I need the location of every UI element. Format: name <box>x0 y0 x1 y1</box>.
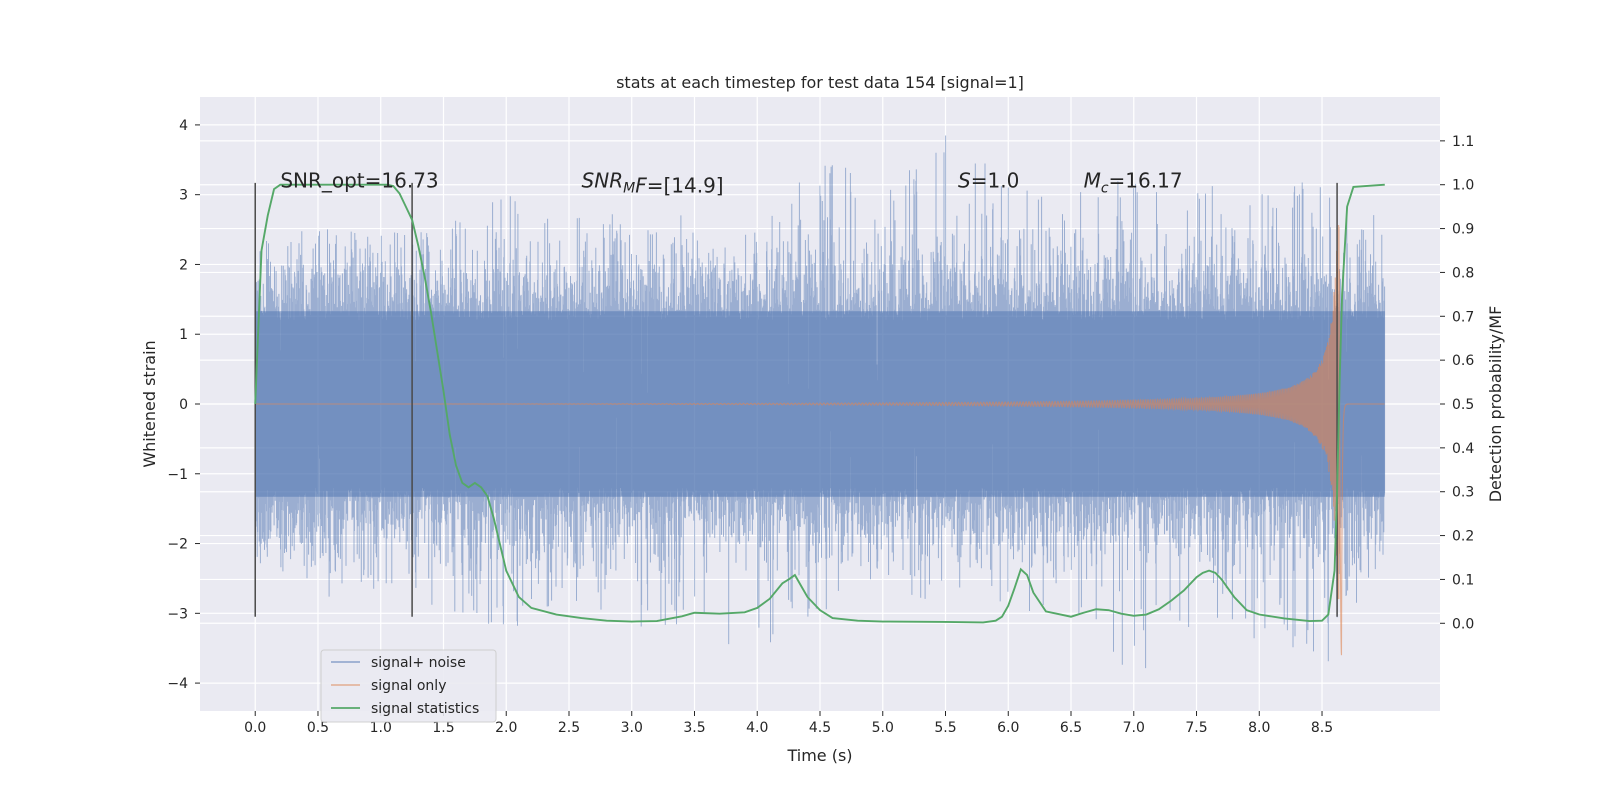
x-tick-label: 3.0 <box>621 720 643 736</box>
y-axis-right-label: Detection probability/MF <box>1486 306 1505 503</box>
y-right-tick-label: 0.1 <box>1452 572 1474 588</box>
x-tick-label: 5.0 <box>872 720 894 736</box>
annotation-main: M <box>1084 169 1101 193</box>
x-tick-label: 0.0 <box>244 720 266 736</box>
legend-label-signal-only: signal only <box>371 678 446 694</box>
x-tick-label: 3.5 <box>683 720 705 736</box>
x-tick-label: 6.0 <box>997 720 1019 736</box>
x-axis-label: Time (s) <box>786 746 852 765</box>
x-tick-label: 6.5 <box>1060 720 1082 736</box>
y-axis-left-label: Whitened strain <box>140 340 159 467</box>
x-tick-label: 7.0 <box>1123 720 1145 736</box>
y-left-tick-label: −1 <box>167 467 188 483</box>
y-right-tick-label: 0.6 <box>1452 353 1474 369</box>
annotation-text: SNRMF=[14.9] <box>582 169 724 198</box>
annotations: SNR_opt=16.73 SNRMF=[14.9] S=1.0 Mc=16.17 <box>280 169 1182 198</box>
y-axis-left-ticks: −4 −3 −2 −1 0 1 2 3 4 <box>167 118 200 692</box>
y-left-tick-label: −3 <box>167 606 188 622</box>
y-right-tick-label: 0.9 <box>1452 222 1474 238</box>
legend-box <box>320 649 497 723</box>
annotation-text: SNR_opt=16.73 <box>280 169 438 193</box>
x-tick-label: 2.0 <box>495 720 517 736</box>
x-tick-label: 4.5 <box>809 720 831 736</box>
x-tick-label: 8.5 <box>1311 720 1333 736</box>
y-right-tick-label: 0.4 <box>1452 441 1474 457</box>
x-axis-ticks: 0.0 0.5 1.0 1.5 2.0 2.5 3.0 3.5 4.0 4.5 5.0 5.5 6.0 6… <box>244 711 1333 736</box>
y-right-tick-label: 0.5 <box>1452 397 1474 413</box>
y-right-tick-label: 0.2 <box>1452 529 1474 545</box>
y-right-tick-label: 1.1 <box>1452 134 1474 150</box>
y-right-tick-label: 0.3 <box>1452 485 1474 501</box>
annotation-rest-italic: F <box>635 174 647 198</box>
series-signal-statistics <box>254 183 1385 624</box>
x-tick-label: 4.0 <box>746 720 768 736</box>
y-left-tick-label: 0 <box>179 397 188 413</box>
chart-title: stats at each timestep for test data 154… <box>616 73 1024 92</box>
y-left-tick-label: −2 <box>167 537 188 553</box>
annotation-main: SNR <box>582 169 624 193</box>
x-tick-label: 5.5 <box>934 720 956 736</box>
x-tick-label: 2.5 <box>558 720 580 736</box>
annotation-rest-plain: =[14.9] <box>647 174 724 198</box>
annotation-text: Mc=16.17 <box>1084 169 1183 197</box>
y-right-tick-label: 0.8 <box>1452 265 1474 281</box>
x-tick-label: 1.5 <box>432 720 454 736</box>
y-right-tick-label: 0.7 <box>1452 309 1474 325</box>
legend-label-signal-statistics: signal statistics <box>371 701 479 717</box>
annotation-text: S=1.0 <box>958 169 1019 193</box>
x-tick-label: 7.5 <box>1185 720 1207 736</box>
y-axis-right-ticks: 0.0 0.1 0.2 0.3 0.4 0.5 0.6 0.7 0.8 0.9 1.0 1.1 <box>1440 134 1474 632</box>
annotation-main: S <box>958 169 971 193</box>
x-tick-label: 8.0 <box>1248 720 1270 736</box>
annotation-sub: M <box>623 181 635 197</box>
series-signal-only <box>255 225 1385 656</box>
signal-only-trace <box>255 225 1385 656</box>
y-left-tick-label: 2 <box>179 257 188 273</box>
annotation-rest: =1.0 <box>971 169 1020 193</box>
legend-label-signal-plus-noise: signal+ noise <box>371 655 466 671</box>
y-left-tick-label: −4 <box>167 676 188 692</box>
y-right-tick-label: 0.0 <box>1452 616 1474 632</box>
legend: signal+ noise signal only signal statist… <box>320 649 497 723</box>
x-tick-label: 1.0 <box>370 720 392 736</box>
y-right-tick-label: 1.0 <box>1452 178 1474 194</box>
y-left-tick-label: 3 <box>179 188 188 204</box>
x-tick-label: 0.5 <box>307 720 329 736</box>
signal-statistics-line <box>254 183 1385 624</box>
y-left-tick-label: 1 <box>179 327 188 343</box>
annotation-rest: =16.17 <box>1109 169 1183 193</box>
y-left-tick-label: 4 <box>179 118 188 134</box>
annotation-sub: c <box>1101 181 1109 197</box>
